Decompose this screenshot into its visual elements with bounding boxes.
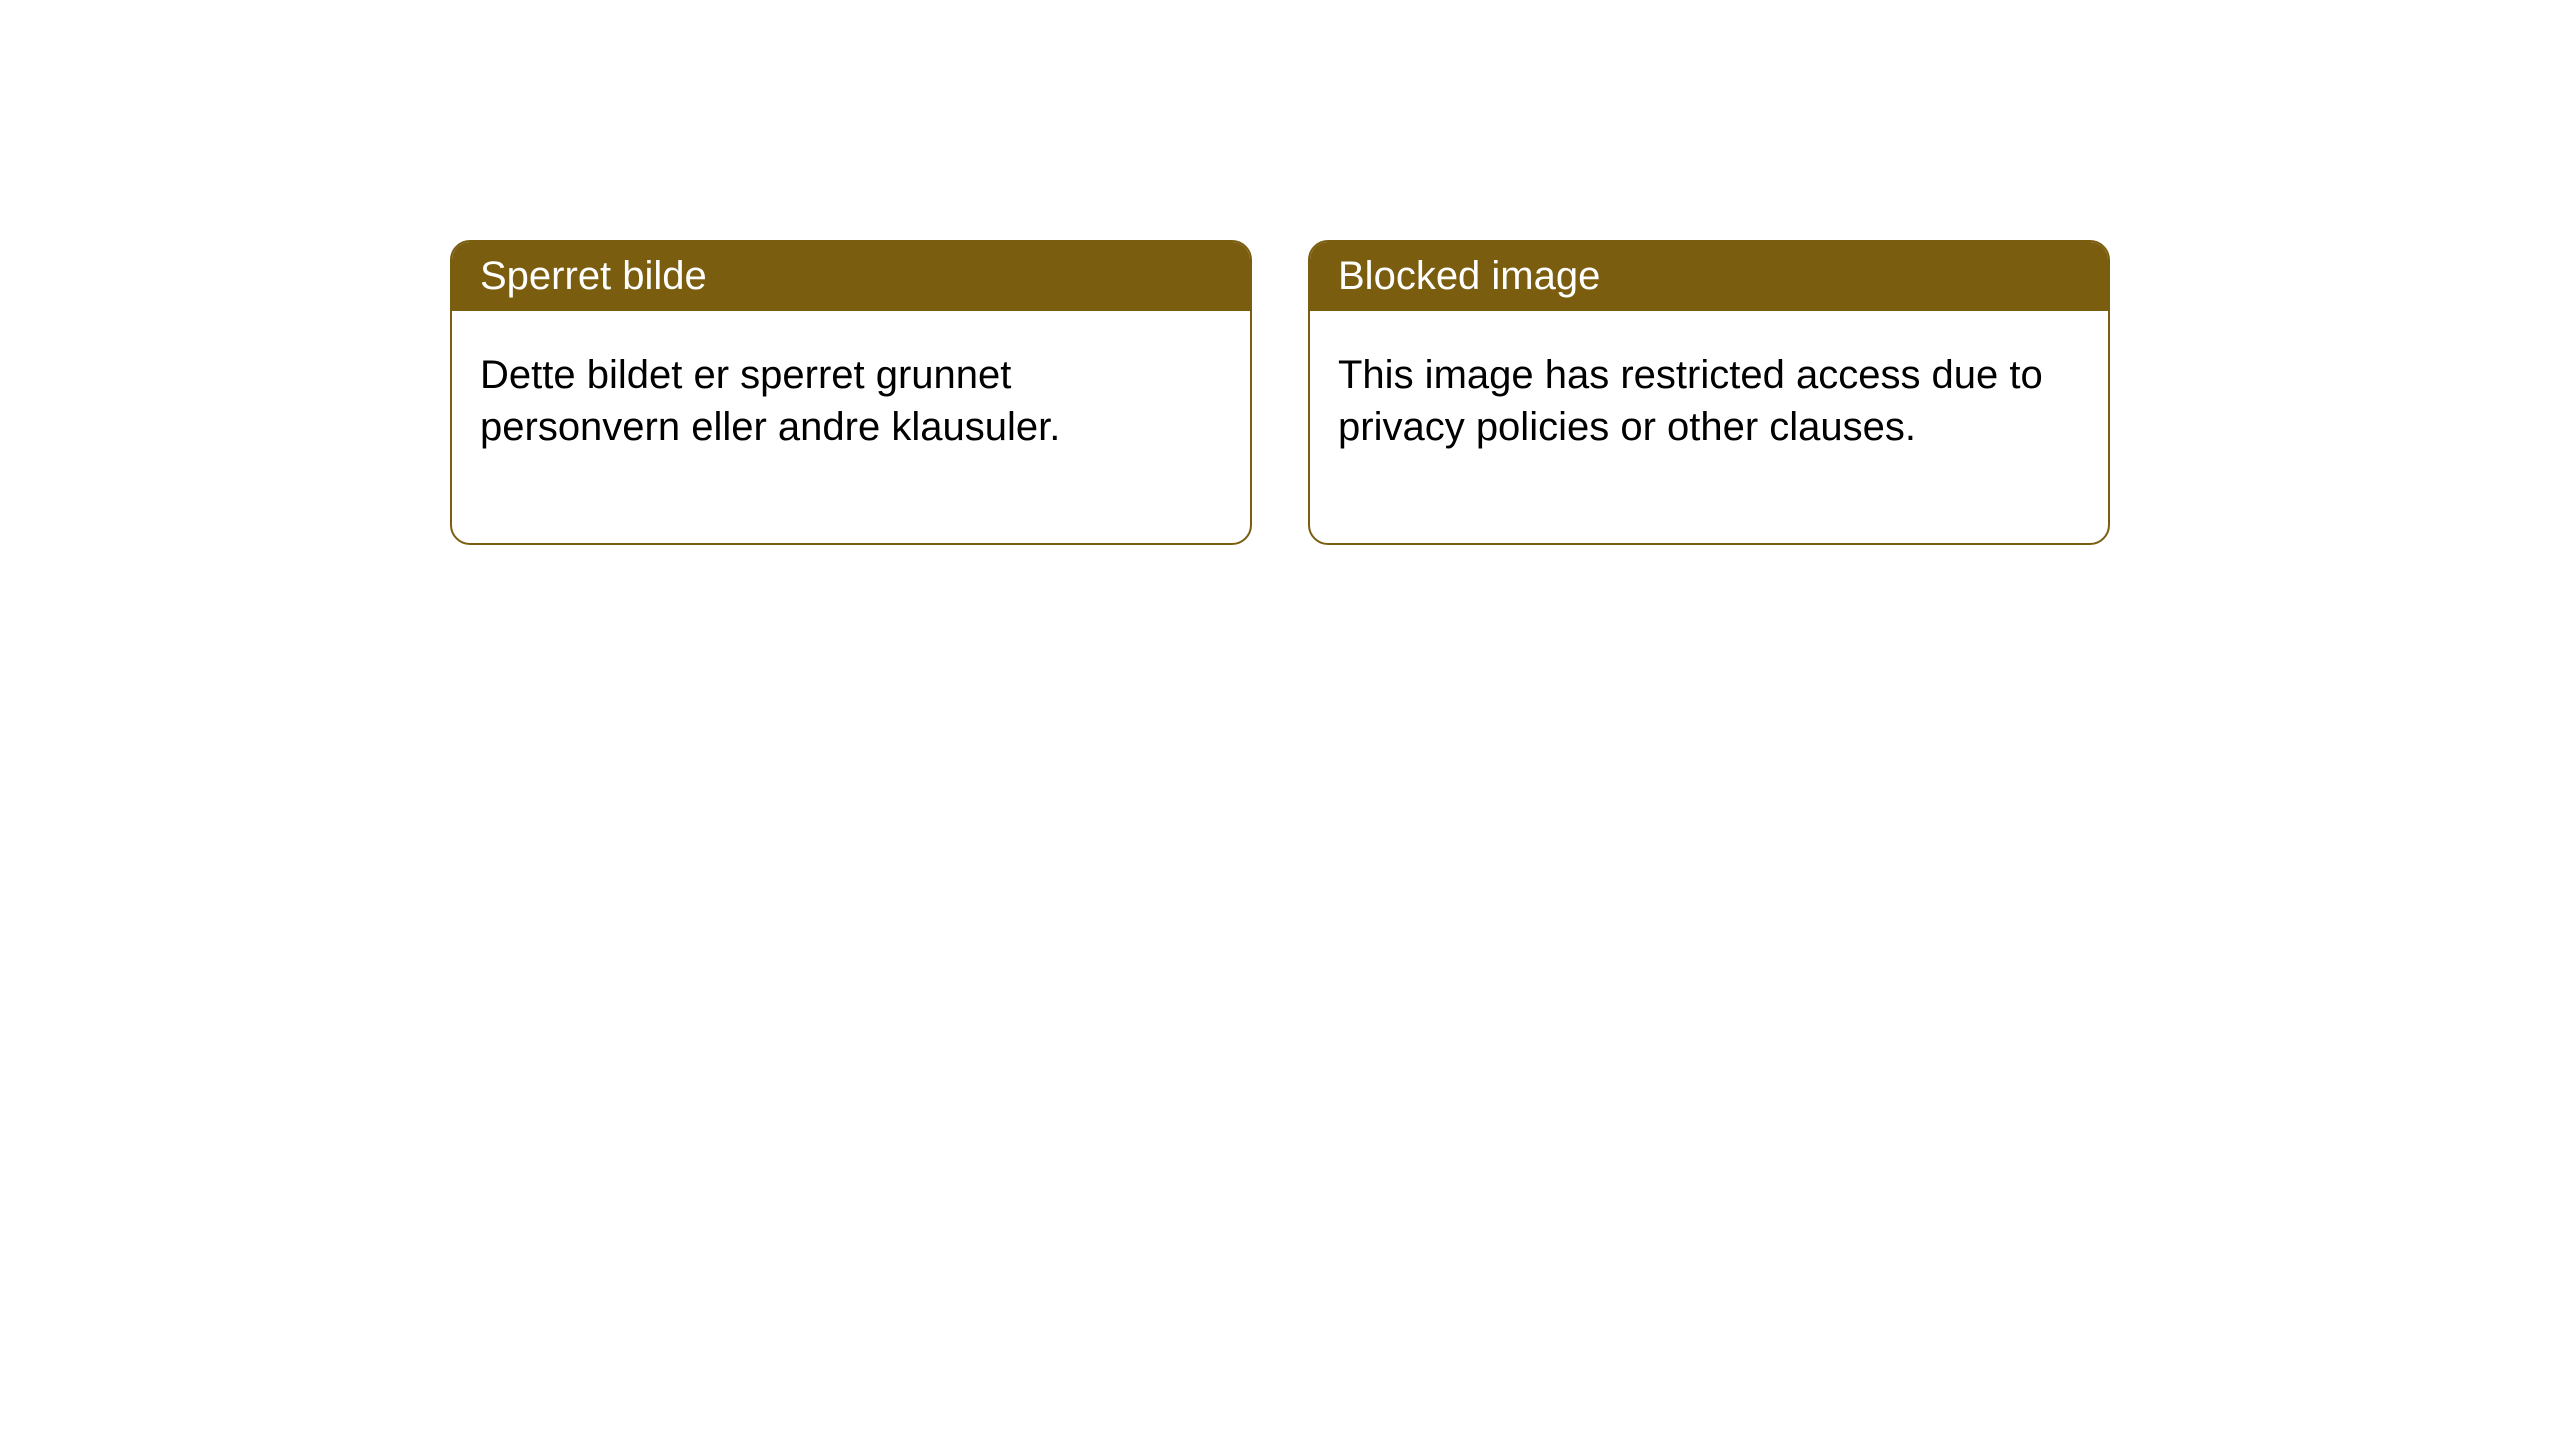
card-body-en: This image has restricted access due to … bbox=[1310, 311, 2108, 543]
blocked-image-card-no: Sperret bilde Dette bildet er sperret gr… bbox=[450, 240, 1252, 545]
cards-container: Sperret bilde Dette bildet er sperret gr… bbox=[0, 0, 2560, 545]
card-header-en: Blocked image bbox=[1310, 242, 2108, 311]
card-header-no: Sperret bilde bbox=[452, 242, 1250, 311]
card-body-no: Dette bildet er sperret grunnet personve… bbox=[452, 311, 1250, 543]
blocked-image-card-en: Blocked image This image has restricted … bbox=[1308, 240, 2110, 545]
